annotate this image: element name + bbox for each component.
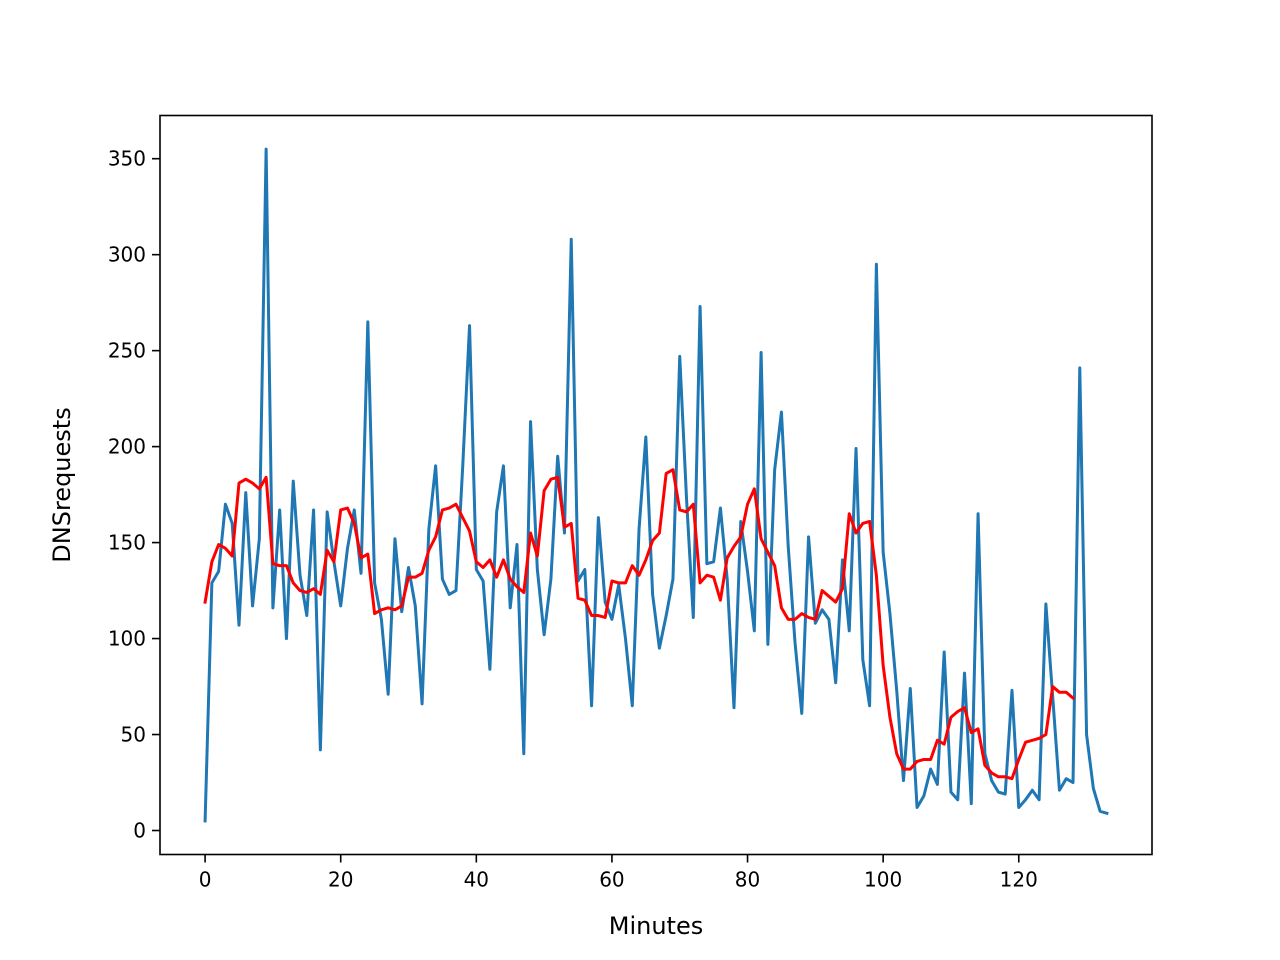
series-line-2 xyxy=(203,468,1076,781)
y-axis-label: DNSrequests xyxy=(48,407,76,562)
series-line-1 xyxy=(203,147,1109,823)
x-tick-label: 40 xyxy=(464,868,489,892)
y-tick-label: 350 xyxy=(108,147,146,171)
x-tick-label: 0 xyxy=(199,868,212,892)
y-tick-label: 100 xyxy=(108,627,146,651)
plot-frame xyxy=(159,114,1153,856)
x-tick-label: 80 xyxy=(735,868,760,892)
y-tick-label: 150 xyxy=(108,531,146,555)
y-tick-label: 50 xyxy=(121,723,146,747)
x-axis: 0 20 40 60 80 100 120 xyxy=(199,854,1038,892)
y-axis: 0 50 100 150 200 250 300 350 xyxy=(108,147,160,843)
x-tick-label: 60 xyxy=(599,868,624,892)
x-tick-label: 20 xyxy=(328,868,353,892)
x-tick-label: 120 xyxy=(1000,868,1038,892)
series-layer xyxy=(203,147,1109,823)
y-tick-label: 300 xyxy=(108,243,146,267)
y-tick-label: 200 xyxy=(108,435,146,459)
x-axis-label: Minutes xyxy=(609,912,703,940)
x-tick-label: 100 xyxy=(864,868,902,892)
y-tick-label: 250 xyxy=(108,339,146,363)
y-tick-label: 0 xyxy=(133,819,146,843)
